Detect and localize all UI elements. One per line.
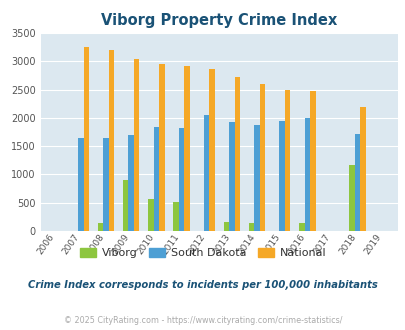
Bar [354, 134, 360, 231]
Bar [178, 128, 184, 231]
Bar [304, 118, 309, 231]
Bar [348, 165, 354, 231]
Bar [209, 69, 214, 231]
Bar [184, 66, 189, 231]
Bar [159, 64, 164, 231]
Bar [173, 202, 178, 231]
Bar [203, 115, 209, 231]
Text: Crime Index corresponds to incidents per 100,000 inhabitants: Crime Index corresponds to incidents per… [28, 280, 377, 290]
Bar [360, 107, 365, 231]
Bar [228, 122, 234, 231]
Bar [223, 222, 228, 231]
Bar [109, 50, 114, 231]
Title: Viborg Property Crime Index: Viborg Property Crime Index [101, 13, 337, 28]
Bar [309, 91, 315, 231]
Bar [78, 138, 83, 231]
Text: © 2025 CityRating.com - https://www.cityrating.com/crime-statistics/: © 2025 CityRating.com - https://www.city… [64, 315, 341, 325]
Bar [279, 121, 284, 231]
Bar [103, 138, 109, 231]
Bar [148, 199, 153, 231]
Bar [248, 222, 254, 231]
Bar [134, 59, 139, 231]
Bar [254, 125, 259, 231]
Bar [128, 135, 134, 231]
Bar [83, 47, 89, 231]
Bar [234, 77, 239, 231]
Bar [298, 222, 304, 231]
Bar [259, 84, 264, 231]
Bar [123, 180, 128, 231]
Bar [153, 127, 159, 231]
Bar [98, 222, 103, 231]
Legend: Viborg, South Dakota, National: Viborg, South Dakota, National [75, 243, 330, 262]
Bar [284, 90, 290, 231]
